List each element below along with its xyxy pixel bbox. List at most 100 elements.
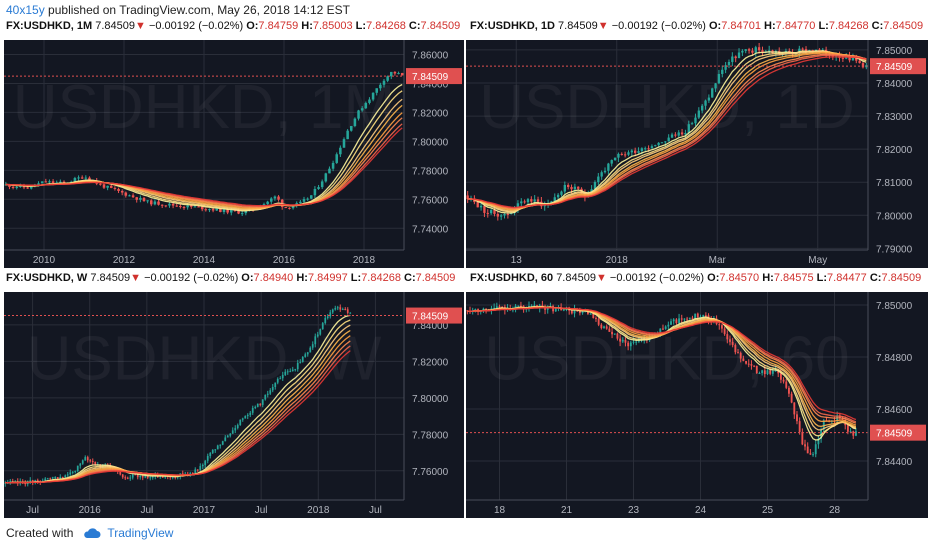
candle-body: [301, 356, 304, 362]
candle-body: [466, 195, 469, 200]
candle-body: [79, 463, 82, 466]
candle-body: [691, 317, 694, 319]
tradingview-link[interactable]: TradingView: [107, 526, 174, 540]
candle-body: [624, 339, 627, 343]
candle-body: [798, 421, 801, 432]
candle-body: [346, 130, 349, 140]
y-tick-label: 7.84000: [412, 321, 449, 332]
candle-body: [852, 431, 855, 436]
y-tick-label: 7.76000: [412, 467, 449, 478]
candle-body: [747, 363, 750, 365]
candle-body: [284, 206, 288, 208]
candle-body: [741, 50, 744, 53]
candle-body: [664, 141, 667, 143]
candle-body: [99, 183, 102, 185]
candle-body: [346, 309, 349, 313]
candle-body: [581, 311, 584, 314]
candle-body: [632, 341, 635, 343]
candle-body: [197, 206, 200, 208]
candlestick-chart-svg[interactable]: USDHKD, 607.850007.848007.846007.844007.…: [466, 292, 928, 518]
candle-body: [667, 137, 670, 142]
panel-title: FX:USDHKD, W 7.84509▼ −0.00192 (−0.02%) …: [6, 272, 456, 284]
x-tick-label: 2012: [113, 255, 136, 266]
y-tick-label: 7.85000: [876, 46, 913, 57]
chart-panel-monthly: FX:USDHKD, 1M 7.84509▼ −0.00192 (−0.02%)…: [0, 18, 464, 268]
candle-body: [737, 52, 741, 59]
candle-body: [190, 205, 193, 207]
y-tick-label: 7.82000: [876, 145, 913, 156]
candle-body: [234, 428, 237, 431]
candle-body: [536, 199, 540, 202]
candle-body: [739, 352, 742, 359]
x-tick-label: 2018: [606, 255, 629, 266]
ema-line: [5, 127, 403, 207]
candle-body: [204, 209, 208, 211]
candlestick-chart-svg[interactable]: USDHKD, W 7.84000 7.82000 7.80000 7.78000 7.7…: [4, 292, 464, 518]
candle-body: [299, 361, 302, 363]
candle-body: [229, 433, 232, 436]
low-value: 7.84477: [827, 272, 867, 284]
candle-body: [769, 370, 772, 374]
candle-body: [91, 461, 94, 463]
candle-body: [342, 139, 346, 148]
chart-canvas[interactable]: USDHKD, 60 7.85000 7.84800 7.84600 7.84400 7.…: [466, 292, 928, 518]
candle-body: [237, 210, 240, 214]
chart-panel-weekly: FX:USDHKD, W 7.84509▼ −0.00192 (−0.02%) …: [0, 270, 464, 518]
y-tick-label: 7.78000: [412, 166, 449, 177]
candle-body: [485, 308, 488, 310]
candlestick-chart-svg[interactable]: USDHKD, 1M 7.86000 7.84000 7.82000 7.80000 7.…: [4, 40, 464, 268]
candle-body: [578, 311, 581, 314]
candle-body: [61, 476, 64, 478]
candle-body: [51, 181, 55, 184]
candle-body: [121, 474, 124, 478]
change-value: −0.00192 (−0.02%): [144, 272, 239, 284]
chart-canvas[interactable]: USDHKD, 1D 7.85000 7.84000 7.83000 7.82000 7.…: [466, 40, 928, 268]
candle-body: [744, 49, 747, 51]
candle-body: [777, 370, 780, 374]
candle-body: [266, 201, 269, 205]
panel-title: FX:USDHKD, 1D 7.84509▼ −0.00192 (−0.02%)…: [470, 20, 924, 32]
candle-body: [729, 339, 731, 342]
candle-body: [160, 204, 164, 206]
candle-body: [664, 326, 667, 329]
candle-body: [562, 309, 565, 311]
candle-body: [150, 200, 153, 205]
candle-body: [577, 186, 580, 189]
author-link[interactable]: 40x15y: [6, 3, 45, 17]
candlestick-chart-svg[interactable]: USDHKD, 1D 7.85000 7.84000 7.83000 7.82000 7.…: [466, 40, 928, 268]
price-badge-label: 7.84509: [876, 62, 913, 73]
open-value: 7.84940: [253, 272, 294, 284]
down-arrow-icon: ▼: [130, 272, 141, 284]
chart-canvas[interactable]: USDHKD, 1M 7.86000 7.84000 7.82000 7.80000 7.…: [4, 40, 464, 268]
candle-body: [77, 177, 80, 179]
candle-body: [817, 438, 820, 445]
candle-body: [201, 464, 204, 467]
candle-body: [139, 476, 142, 478]
candle-body: [375, 88, 378, 93]
candle-body: [254, 406, 257, 409]
candle-body: [289, 371, 292, 373]
symbol-label: FX:USDHKD, 1D: [470, 20, 555, 32]
footer: Created with TradingView: [6, 526, 173, 540]
x-tick-label: May: [808, 255, 827, 266]
high-value: 7.85003: [312, 20, 353, 32]
candle-body: [841, 417, 844, 420]
x-tick-label: 2016: [79, 505, 102, 516]
candle-body: [11, 186, 15, 188]
candle-body: [119, 471, 122, 475]
candle-body: [349, 312, 352, 314]
candle-body: [344, 309, 347, 311]
candle-body: [336, 307, 339, 309]
candle-body: [231, 430, 234, 434]
x-tick-label: 2016: [273, 255, 296, 266]
price-badge-label: 7.84509: [412, 312, 449, 323]
candle-body: [368, 99, 371, 103]
candle-body: [324, 173, 328, 182]
tradingview-cloud-icon: [84, 528, 101, 538]
candle-body: [812, 454, 814, 456]
candle-body: [701, 105, 704, 111]
candle-body: [84, 177, 88, 179]
chart-canvas[interactable]: USDHKD, W 7.84000 7.82000 7.80000 7.78000 7.7…: [4, 292, 464, 518]
price-badge-label: 7.84509: [876, 429, 913, 440]
low-value: 7.84268: [828, 20, 869, 32]
